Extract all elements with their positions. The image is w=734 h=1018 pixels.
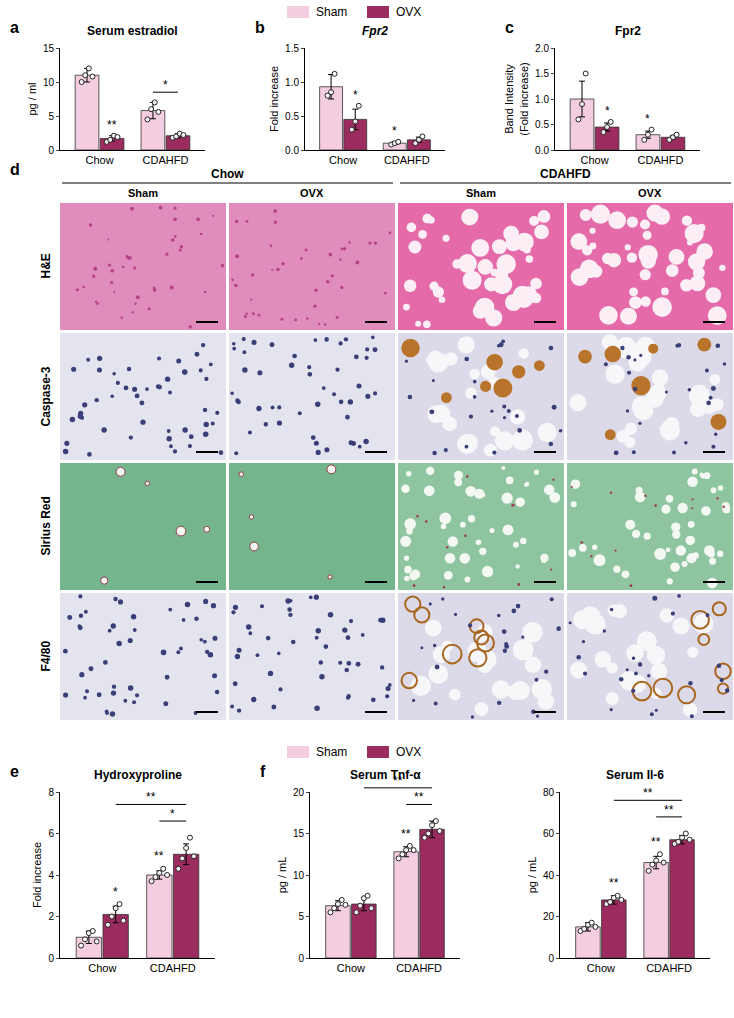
svg-text:CDAHFD: CDAHFD: [384, 154, 430, 166]
svg-text:1.0: 1.0: [535, 94, 549, 105]
svg-text:0: 0: [48, 145, 54, 156]
svg-text:**: **: [401, 827, 411, 841]
svg-text:1.5: 1.5: [285, 43, 299, 54]
svg-text:Sham: Sham: [316, 745, 347, 759]
svg-text:4: 4: [48, 870, 54, 881]
svg-text:Fold increase: Fold increase: [31, 842, 43, 908]
svg-text:Caspase-3: Caspase-3: [39, 366, 53, 426]
svg-text:10: 10: [43, 77, 55, 88]
svg-text:**: **: [651, 835, 661, 849]
svg-text:Chow: Chow: [211, 167, 244, 181]
svg-text:Chow: Chow: [85, 154, 113, 166]
svg-text:OVX: OVX: [638, 187, 662, 199]
svg-text:OVX: OVX: [396, 745, 421, 759]
svg-text:Fpr2: Fpr2: [362, 24, 388, 38]
svg-text:*: *: [353, 88, 358, 102]
svg-text:*: *: [170, 807, 175, 821]
svg-text:**: **: [154, 849, 164, 863]
svg-text:20: 20: [293, 787, 305, 798]
svg-text:1.5: 1.5: [535, 68, 549, 79]
svg-text:**: **: [107, 118, 117, 132]
svg-text:**: **: [146, 790, 156, 804]
svg-text:CDAHFD: CDAHFD: [638, 154, 684, 166]
svg-text:2.0: 2.0: [535, 43, 549, 54]
svg-text:5: 5: [298, 911, 304, 922]
svg-text:*: *: [392, 124, 397, 138]
svg-text:15: 15: [43, 43, 55, 54]
svg-text:CDAHFD: CDAHFD: [646, 962, 692, 974]
svg-text:60: 60: [543, 828, 555, 839]
svg-text:Sham: Sham: [128, 187, 158, 199]
svg-text:pg / ml: pg / ml: [26, 82, 38, 115]
svg-text:Fold increase: Fold increase: [268, 66, 280, 132]
svg-text:Chow: Chow: [337, 962, 365, 974]
svg-text:**: **: [393, 774, 403, 788]
svg-text:Chow: Chow: [580, 154, 608, 166]
svg-text:OVX: OVX: [396, 5, 421, 19]
svg-text:*: *: [113, 885, 118, 899]
svg-text:Sirius Red: Sirius Red: [39, 496, 53, 555]
svg-text:40: 40: [543, 870, 555, 881]
svg-text:f: f: [260, 763, 266, 780]
svg-text:CDAHFD: CDAHFD: [143, 154, 189, 166]
svg-text:8: 8: [48, 787, 54, 798]
svg-text:CDAHFD: CDAHFD: [396, 962, 442, 974]
svg-text:pg / mL: pg / mL: [526, 857, 538, 894]
svg-text:H&E: H&E: [39, 253, 53, 278]
svg-text:0: 0: [548, 953, 554, 964]
svg-text:2: 2: [48, 911, 54, 922]
svg-text:pg / mL: pg / mL: [276, 857, 288, 894]
svg-text:a: a: [10, 19, 19, 36]
svg-text:**: **: [664, 803, 674, 817]
svg-text:Sham: Sham: [316, 5, 347, 19]
svg-text:80: 80: [543, 787, 555, 798]
svg-text:Band Intensity(Fold increase): Band Intensity(Fold increase): [503, 62, 529, 135]
svg-text:*: *: [605, 104, 610, 118]
svg-text:CDAHFD: CDAHFD: [150, 962, 196, 974]
svg-text:Serum Tnf-α: Serum Tnf-α: [350, 768, 421, 782]
svg-text:CDAHFD: CDAHFD: [540, 167, 591, 181]
svg-text:d: d: [10, 161, 20, 178]
svg-text:b: b: [255, 19, 265, 36]
svg-text:6: 6: [48, 828, 54, 839]
svg-text:Serum estradiol: Serum estradiol: [87, 24, 178, 38]
svg-text:0.5: 0.5: [285, 111, 299, 122]
svg-text:Serum Il-6: Serum Il-6: [606, 768, 664, 782]
svg-text:Chow: Chow: [329, 154, 357, 166]
svg-text:15: 15: [293, 828, 305, 839]
svg-text:Chow: Chow: [88, 962, 116, 974]
svg-text:Fpr2: Fpr2: [615, 24, 641, 38]
svg-text:**: **: [643, 786, 653, 800]
svg-text:Chow: Chow: [587, 962, 615, 974]
svg-text:0: 0: [48, 953, 54, 964]
svg-text:0.5: 0.5: [535, 119, 549, 130]
svg-text:0: 0: [298, 953, 304, 964]
svg-text:c: c: [505, 19, 514, 36]
svg-text:1.0: 1.0: [285, 77, 299, 88]
svg-text:OVX: OVX: [300, 187, 324, 199]
svg-text:Sham: Sham: [466, 187, 496, 199]
svg-text:5: 5: [48, 111, 54, 122]
svg-text:0.0: 0.0: [285, 145, 299, 156]
svg-text:Hydroxyproline: Hydroxyproline: [94, 768, 182, 782]
svg-text:*: *: [163, 78, 168, 92]
svg-text:**: **: [609, 876, 619, 890]
svg-text:e: e: [10, 763, 19, 780]
svg-text:10: 10: [293, 870, 305, 881]
svg-text:0.0: 0.0: [535, 145, 549, 156]
svg-text:**: **: [414, 790, 424, 804]
svg-text:20: 20: [543, 911, 555, 922]
svg-text:*: *: [645, 112, 650, 126]
svg-text:F4/80: F4/80: [39, 640, 53, 671]
